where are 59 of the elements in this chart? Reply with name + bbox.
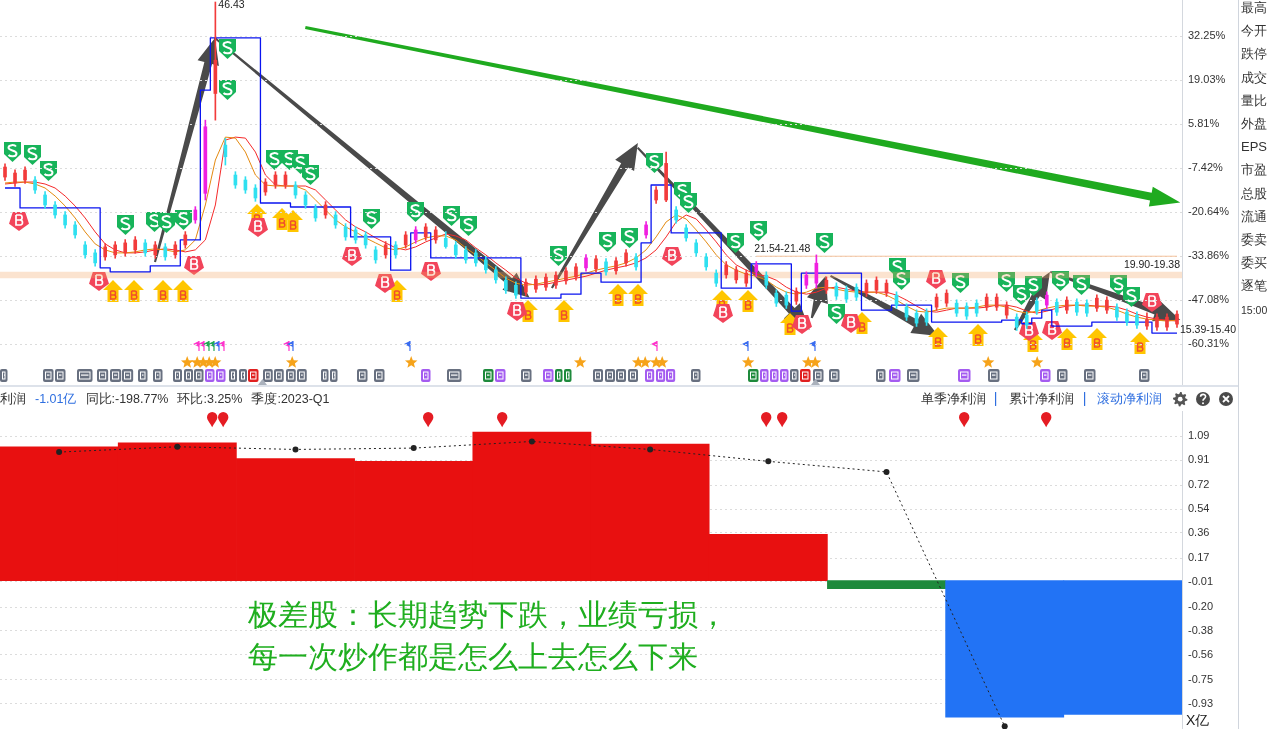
- text: -1.01亿: [35, 391, 77, 407]
- point: [292, 446, 299, 453]
- y-tick-label: 0.72: [1188, 478, 1210, 491]
- y-tick-label: 0.91: [1188, 453, 1210, 466]
- y-tick-label: 1.09: [1188, 429, 1210, 442]
- y-tick-label: -20.64%: [1188, 205, 1230, 218]
- text: 累计净利润: [1009, 391, 1074, 407]
- series-label: 21.54-21.48: [754, 241, 811, 254]
- text: 今开: [1241, 22, 1267, 41]
- text: 委卖: [1241, 231, 1267, 249]
- y-axis-title: X亿: [1186, 711, 1210, 728]
- point: [528, 438, 535, 445]
- y-tick-label: -0.20: [1188, 600, 1214, 613]
- text: 委买: [1241, 254, 1267, 273]
- y-tick-label: -0.93: [1188, 696, 1214, 709]
- y-tick-label: 19.03%: [1188, 73, 1226, 86]
- text: 环比:3.25%: [177, 391, 243, 407]
- text: 流通: [1241, 207, 1267, 226]
- text: 量比: [1241, 91, 1267, 110]
- y-tick-label: 0.54: [1188, 502, 1210, 515]
- y-tick-label: -60.31%: [1188, 337, 1230, 350]
- text: 总股: [1241, 184, 1267, 203]
- point: [174, 443, 181, 450]
- text: 外盘: [1241, 115, 1267, 133]
- y-tick-label: 5.81%: [1188, 117, 1220, 130]
- point: [410, 445, 417, 452]
- y-tick-label: -0.56: [1188, 647, 1214, 660]
- text: 逐笔: [1241, 277, 1267, 296]
- text: 同比:-198.77%: [85, 391, 169, 407]
- bar: [827, 580, 946, 589]
- y-tick-label: -0.38: [1188, 623, 1214, 636]
- text: 季度:2023-Q1: [251, 391, 330, 407]
- y-tick-label: 32.25%: [1188, 29, 1226, 42]
- data-label: 15.39-15.40: [1179, 323, 1237, 336]
- y-tick-label: 0.36: [1188, 525, 1210, 538]
- y-tick-label: -0.01: [1188, 574, 1214, 587]
- point: [56, 449, 63, 456]
- text: EPS: [1241, 138, 1268, 157]
- text: 利润: [0, 391, 26, 407]
- y-tick-label: -33.86%: [1188, 249, 1230, 262]
- text: 滚动净利润: [1097, 391, 1162, 407]
- y-tick-label: -7.42%: [1188, 161, 1224, 174]
- text: 市盈: [1241, 161, 1267, 180]
- point: [1001, 723, 1008, 729]
- band-label: 19.90-19.38: [1123, 258, 1181, 270]
- point: [765, 458, 772, 465]
- text: 成交: [1241, 68, 1267, 87]
- annotation: 极差股：长期趋势下跌，业绩亏损，: [248, 597, 728, 633]
- y-tick-label: -0.75: [1188, 673, 1214, 686]
- text: 46.43: [218, 0, 245, 11]
- y-tick-label: -47.08%: [1188, 293, 1230, 306]
- text: 跌停: [1241, 45, 1267, 64]
- text: 最高: [1241, 0, 1267, 17]
- text: 单季净利润: [921, 391, 986, 407]
- point: [647, 446, 654, 453]
- point: [883, 468, 890, 475]
- y-tick-label: 0.17: [1188, 551, 1210, 564]
- annotation: 每一次炒作都是怎么上去怎么下来: [248, 639, 698, 675]
- text: 15:00: [1241, 302, 1268, 318]
